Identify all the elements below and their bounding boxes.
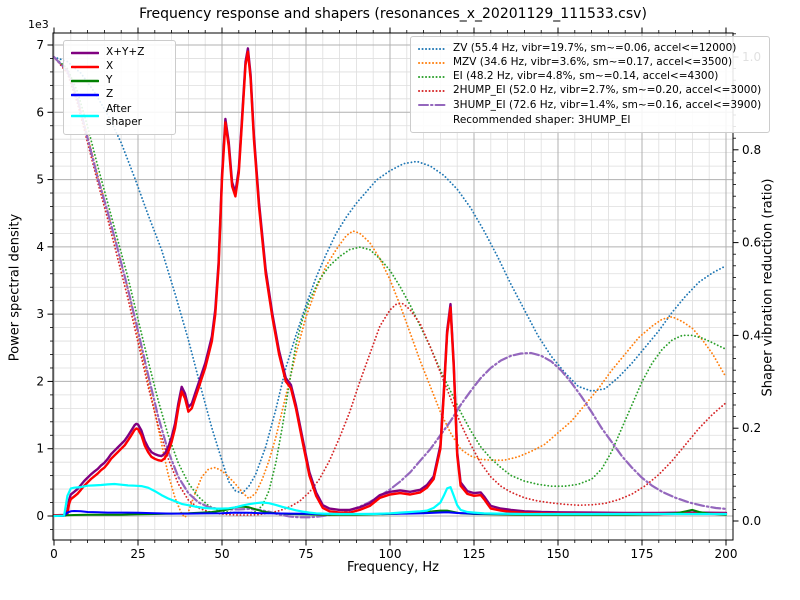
series-2hump-ei bbox=[53, 56, 727, 516]
legend-shapers: ZV (55.4 Hz, vibr=19.7%, sm~=0.06, accel… bbox=[410, 36, 771, 133]
line-sample-mzv bbox=[418, 58, 446, 68]
y-left-tick-label: 2 bbox=[36, 374, 44, 388]
legend-label: 2HUMP_EI (52.0 Hz, vibr=2.7%, sm~=0.20, … bbox=[453, 84, 762, 97]
y-left-tick-label: 0 bbox=[36, 509, 44, 523]
legend-label: ZV (55.4 Hz, vibr=19.7%, sm~=0.06, accel… bbox=[453, 42, 737, 54]
series-mzv bbox=[53, 56, 727, 519]
series-lines bbox=[53, 47, 728, 519]
legend-label: 3HUMP_EI (72.6 Hz, vibr=1.4%, sm~=0.16, … bbox=[453, 98, 762, 111]
legend-entry: Z bbox=[70, 88, 167, 101]
y-right-tick-label: 0.8 bbox=[742, 143, 761, 157]
legend-label: After shaper bbox=[106, 102, 143, 128]
x-tick-label: 100 bbox=[379, 547, 402, 561]
legend-entry: 3HUMP_EI (72.6 Hz, vibr=1.4%, sm~=0.16, … bbox=[418, 99, 761, 112]
recommended-shaper-note: Recommended shaper: 3HUMP_EI bbox=[453, 113, 631, 126]
line-sample-x bbox=[70, 62, 100, 72]
legend-entry: After shaper bbox=[70, 102, 167, 129]
legend-entry: Y bbox=[70, 74, 167, 87]
y-axis-offset-label: 1e3 bbox=[28, 18, 49, 31]
y-right-tick-label: 0.6 bbox=[742, 236, 761, 250]
x-tick-label: 50 bbox=[214, 547, 229, 561]
legend-entry: X bbox=[70, 60, 167, 73]
axis-ticks bbox=[47, 27, 739, 546]
series-x bbox=[53, 50, 728, 517]
legend-label: X+Y+Z bbox=[106, 46, 145, 58]
y-axis-label-right: Shaper vibration reduction (ratio) bbox=[760, 178, 776, 397]
series-zv bbox=[53, 56, 727, 495]
x-tick-label: 175 bbox=[631, 547, 654, 561]
series-after-shaper bbox=[53, 482, 728, 518]
legend-label: Y bbox=[106, 74, 113, 87]
legend-label: X bbox=[106, 60, 114, 73]
line-sample-y bbox=[70, 76, 100, 86]
legend-entry: MZV (34.6 Hz, vibr=3.6%, sm~=0.17, accel… bbox=[418, 56, 761, 69]
line-sample-z bbox=[70, 90, 100, 100]
line-sample-after-shaper bbox=[70, 111, 100, 121]
legend-entry: X+Y+Z bbox=[70, 46, 167, 59]
legend-entry: 2HUMP_EI (52.0 Hz, vibr=2.7%, sm~=0.20, … bbox=[418, 84, 761, 97]
y-left-tick-label: 6 bbox=[36, 105, 44, 119]
legend-label: Z bbox=[106, 88, 114, 101]
y-left-tick-label: 3 bbox=[36, 307, 44, 321]
x-tick-label: 125 bbox=[463, 547, 486, 561]
x-tick-label: 0 bbox=[50, 547, 58, 561]
line-sample-ei bbox=[418, 72, 446, 82]
legend-psd: X+Y+Z X Y Z After shaper bbox=[63, 40, 176, 135]
line-sample-2hump-ei bbox=[418, 86, 446, 96]
line-sample-xyz bbox=[70, 48, 100, 58]
y-axis-label-left: Power spectral density bbox=[7, 213, 23, 362]
x-tick-label: 150 bbox=[547, 547, 570, 561]
y-left-tick-label: 1 bbox=[36, 442, 44, 456]
y-right-tick-label: 0.0 bbox=[742, 514, 761, 528]
y-right-tick-label: 0.2 bbox=[742, 421, 761, 435]
line-sample-3hump-ei bbox=[418, 100, 446, 110]
y-left-tick-label: 4 bbox=[36, 240, 44, 254]
y-left-tick-label: 5 bbox=[36, 173, 44, 187]
x-axis-label: Frequency, Hz bbox=[346, 560, 440, 575]
legend-label: EI (48.2 Hz, vibr=4.8%, sm~=0.14, accel<… bbox=[453, 70, 719, 83]
legend-label: MZV (34.6 Hz, vibr=3.6%, sm~=0.17, accel… bbox=[453, 56, 733, 69]
plot-border bbox=[52, 32, 734, 541]
line-sample-zv bbox=[418, 44, 446, 54]
legend-entry: ZV (55.4 Hz, vibr=19.7%, sm~=0.06, accel… bbox=[418, 42, 761, 55]
y-left-tick-label: 7 bbox=[36, 38, 44, 52]
x-tick-label: 200 bbox=[715, 547, 738, 561]
chart-title: Frequency response and shapers (resonanc… bbox=[139, 6, 647, 22]
y-right-tick-label: 0.4 bbox=[742, 328, 761, 342]
tick-labels: 0 25 50 75 100 125 150 175 200 0 1 2 3 4 5 6 7 0.0 0.2 0.4 0… bbox=[36, 38, 761, 561]
x-tick-label: 25 bbox=[130, 547, 145, 561]
legend-entry: EI (48.2 Hz, vibr=4.8%, sm~=0.14, accel<… bbox=[418, 70, 761, 83]
x-tick-label: 75 bbox=[298, 547, 313, 561]
